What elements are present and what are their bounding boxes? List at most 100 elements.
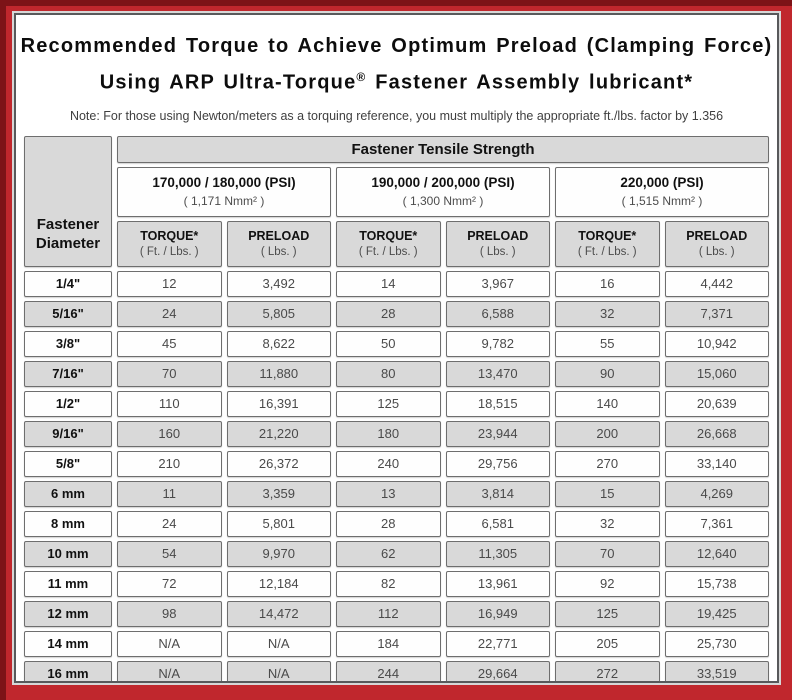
torque-column-header: TORQUE* ( Ft. / Lbs. ) — [555, 220, 660, 267]
row-diameter: 1/2" — [24, 390, 112, 417]
preload-cell: 22,771 — [445, 630, 550, 657]
preload-cell: 18,515 — [445, 390, 550, 417]
preload-cell: 25,730 — [664, 630, 769, 657]
psi-group-header-row: 170,000 / 180,000 (PSI) ( 1,171 Nmm² ) 1… — [24, 166, 769, 217]
psi-group-220: 220,000 (PSI) ( 1,515 Nmm² ) — [555, 166, 769, 217]
preload-cell: N/A — [226, 630, 331, 657]
torque-cell: 205 — [555, 630, 660, 657]
preload-column-header: PRELOAD ( Lbs. ) — [226, 220, 331, 267]
torque-spec-table: Fastener Diameter Fastener Tensile Stren… — [19, 132, 774, 681]
torque-cell: 112 — [336, 600, 441, 627]
registered-trademark-symbol: ® — [356, 70, 367, 84]
row-diameter: 5/16" — [24, 300, 112, 327]
torque-cell: 82 — [336, 570, 441, 597]
newton-meters-note: Note: For those using Newton/meters as a… — [69, 108, 724, 123]
table-row: 9/16" 160 21,220 180 23,944 200 26,668 — [24, 420, 769, 447]
row-diameter: 1/4" — [24, 270, 112, 297]
torque-cell: 90 — [555, 360, 660, 387]
torque-cell: 270 — [555, 450, 660, 477]
table-row: 8 mm 24 5,801 28 6,581 32 7,361 — [24, 510, 769, 537]
torque-cell: 12 — [117, 270, 222, 297]
row-diameter: 14 mm — [24, 630, 112, 657]
torque-cell: 15 — [555, 480, 660, 507]
content-panel: Recommended Torque to Achieve Optimum Pr… — [14, 13, 779, 683]
preload-column-header: PRELOAD ( Lbs. ) — [664, 220, 769, 267]
preload-cell: 10,942 — [664, 330, 769, 357]
preload-cell: 29,664 — [445, 660, 550, 681]
torque-cell: 28 — [336, 300, 441, 327]
torque-column-header: TORQUE* ( Ft. / Lbs. ) — [336, 220, 441, 267]
preload-cell: 3,814 — [445, 480, 550, 507]
preload-cell: 12,184 — [226, 570, 331, 597]
table-row: 6 mm 11 3,359 13 3,814 15 4,269 — [24, 480, 769, 507]
nmm-value: ( 1,515 Nmm² ) — [621, 194, 703, 209]
row-diameter: 11 mm — [24, 570, 112, 597]
table-row: 1/2" 110 16,391 125 18,515 140 20,639 — [24, 390, 769, 417]
preload-cell: 33,519 — [664, 660, 769, 681]
preload-column-header: PRELOAD ( Lbs. ) — [445, 220, 550, 267]
preload-cell: 11,880 — [226, 360, 331, 387]
psi-value: 220,000 (PSI) — [620, 175, 704, 191]
preload-cell: 13,470 — [445, 360, 550, 387]
torque-cell: 92 — [555, 570, 660, 597]
fastener-tensile-strength-header: Fastener Tensile Strength — [117, 135, 769, 163]
preload-cell: 14,472 — [226, 600, 331, 627]
preload-cell: 26,668 — [664, 420, 769, 447]
torque-cell: 50 — [336, 330, 441, 357]
preload-cell: 5,805 — [226, 300, 331, 327]
torque-cell: 72 — [117, 570, 222, 597]
torque-preload-subheader-row: TORQUE* ( Ft. / Lbs. ) PRELOAD ( Lbs. ) … — [24, 220, 769, 267]
row-diameter: 16 mm — [24, 660, 112, 681]
title-line-1: Recommended Torque to Achieve Optimum Pr… — [20, 35, 773, 57]
preload-cell: 5,801 — [226, 510, 331, 537]
title-line-2: Using ARP Ultra-Torque® Fastener Assembl… — [99, 70, 694, 94]
torque-cell: 244 — [336, 660, 441, 681]
preload-cell: 7,371 — [664, 300, 769, 327]
fastener-diameter-header: Fastener Diameter — [24, 135, 112, 267]
torque-cell: 210 — [117, 450, 222, 477]
preload-cell: 19,425 — [664, 600, 769, 627]
preload-cell: 6,581 — [445, 510, 550, 537]
row-diameter: 6 mm — [24, 480, 112, 507]
torque-cell: 240 — [336, 450, 441, 477]
psi-group-170-180: 170,000 / 180,000 (PSI) ( 1,171 Nmm² ) — [117, 166, 331, 217]
torque-cell: 11 — [117, 480, 222, 507]
preload-cell: 20,639 — [664, 390, 769, 417]
torque-cell: 62 — [336, 540, 441, 567]
torque-cell: 125 — [555, 600, 660, 627]
row-diameter: 9/16" — [24, 420, 112, 447]
table-row: 11 mm 72 12,184 82 13,961 92 15,738 — [24, 570, 769, 597]
psi-value: 170,000 / 180,000 (PSI) — [152, 175, 296, 191]
row-diameter: 3/8" — [24, 330, 112, 357]
preload-cell: 16,949 — [445, 600, 550, 627]
table-row: 16 mm N/A N/A 244 29,664 272 33,519 — [24, 660, 769, 681]
table-row: 5/8" 210 26,372 240 29,756 270 33,140 — [24, 450, 769, 477]
torque-cell: 24 — [117, 300, 222, 327]
torque-cell: 180 — [336, 420, 441, 447]
preload-cell: N/A — [226, 660, 331, 681]
preload-cell: 15,738 — [664, 570, 769, 597]
torque-cell: N/A — [117, 660, 222, 681]
torque-cell: 45 — [117, 330, 222, 357]
torque-cell: 80 — [336, 360, 441, 387]
torque-cell: 110 — [117, 390, 222, 417]
psi-group-190-200: 190,000 / 200,000 (PSI) ( 1,300 Nmm² ) — [336, 166, 550, 217]
torque-cell: 70 — [555, 540, 660, 567]
torque-column-header: TORQUE* ( Ft. / Lbs. ) — [117, 220, 222, 267]
preload-cell: 21,220 — [226, 420, 331, 447]
torque-cell: 98 — [117, 600, 222, 627]
torque-cell: 28 — [336, 510, 441, 537]
table-row: 12 mm 98 14,472 112 16,949 125 19,425 — [24, 600, 769, 627]
torque-cell: 160 — [117, 420, 222, 447]
preload-cell: 3,967 — [445, 270, 550, 297]
torque-cell: 184 — [336, 630, 441, 657]
preload-cell: 15,060 — [664, 360, 769, 387]
torque-cell: 13 — [336, 480, 441, 507]
torque-cell: 140 — [555, 390, 660, 417]
psi-value: 190,000 / 200,000 (PSI) — [371, 175, 515, 191]
row-diameter: 5/8" — [24, 450, 112, 477]
table-row: 14 mm N/A N/A 184 22,771 205 25,730 — [24, 630, 769, 657]
preload-cell: 29,756 — [445, 450, 550, 477]
table-row: 5/16" 24 5,805 28 6,588 32 7,371 — [24, 300, 769, 327]
row-diameter: 8 mm — [24, 510, 112, 537]
